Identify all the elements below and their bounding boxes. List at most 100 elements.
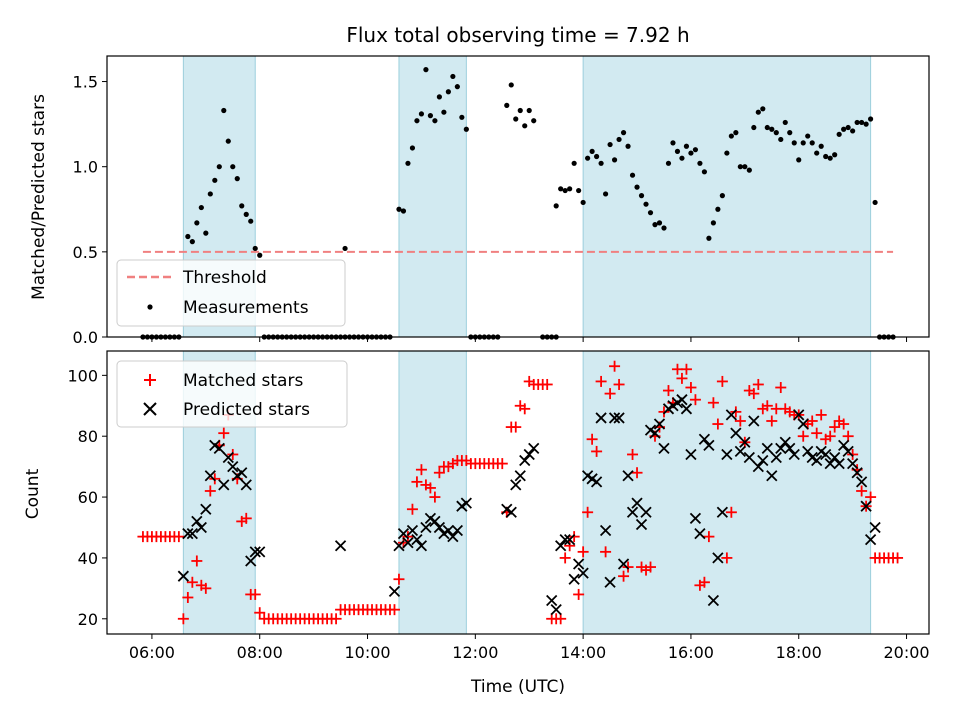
predicted-stars-legend-label: Predicted stars — [183, 400, 310, 420]
top-y-axis-label: Matched/Predicted stars — [29, 94, 49, 300]
predicted-stars-point-107-b — [833, 457, 845, 470]
predicted-stars-point-100 — [802, 445, 814, 458]
predicted-stars-point-5-b — [200, 503, 212, 515]
predicted-stars-point-85-b — [734, 445, 746, 458]
predicted-stars-point-39-b — [514, 470, 526, 482]
predicted-stars-point-60-b — [622, 470, 634, 482]
measurements-point-58 — [405, 160, 411, 166]
matched-stars-point-59 — [402, 531, 414, 543]
predicted-stars-point-22-b — [402, 537, 414, 549]
predicted-stars-point-42-b — [528, 442, 540, 455]
predicted-stars-point-53 — [590, 476, 603, 488]
predicted-stars-point-75 — [689, 512, 702, 525]
predicted-stars-point-56-b — [604, 576, 616, 588]
measurements-point-15 — [212, 177, 218, 183]
predicted-stars-point-115 — [869, 521, 881, 534]
predicted-stars-point-9 — [218, 479, 230, 491]
predicted-stars-point-107 — [833, 457, 845, 470]
predicted-stars-point-14-b — [240, 479, 252, 491]
matched-stars-point-100 — [586, 433, 598, 445]
predicted-stars-point-86 — [739, 436, 751, 448]
matched-stars-point-109 — [627, 448, 639, 460]
measurements-point-99 — [594, 153, 600, 160]
measurements-point-134 — [751, 124, 757, 131]
bottom-y-tick-label-3: 80 — [78, 427, 98, 446]
measurements-point-153 — [836, 131, 842, 137]
predicted-stars-point-11-b — [227, 460, 239, 473]
measurements-point-94 — [571, 160, 577, 166]
measurements-point-121 — [692, 147, 699, 153]
matched-stars-point-26 — [254, 607, 266, 619]
predicted-stars-point-75-b — [689, 512, 702, 525]
predicted-stars-point-84-b — [730, 427, 742, 439]
matched-stars-point-127 — [707, 397, 719, 409]
predicted-stars-point-14 — [240, 479, 252, 491]
predicted-stars-point-113 — [860, 500, 872, 512]
predicted-stars-point-79 — [707, 594, 720, 607]
chart-title: Flux total observing time = 7.92 h — [346, 23, 689, 47]
measurements-point-111 — [647, 210, 654, 216]
measurements-point-100 — [598, 160, 604, 166]
predicted-stars-point-87 — [743, 451, 755, 464]
matched-stars-point-99 — [582, 506, 594, 518]
measurements-point-91 — [558, 186, 564, 192]
matched-stars-point-8 — [173, 531, 185, 543]
predicted-stars-point-80 — [712, 552, 724, 564]
predicted-stars-point-110 — [847, 457, 859, 470]
matched-stars-point-95 — [564, 540, 576, 552]
measurements-point-131 — [737, 164, 743, 170]
predicted-stars-point-81-b — [716, 506, 729, 518]
predicted-stars-point-61 — [626, 506, 639, 518]
predicted-stars-point-54-b — [595, 412, 607, 424]
predicted-stars-point-56 — [604, 576, 616, 588]
predicted-stars-point-31-b — [442, 524, 455, 537]
measurements-point-117 — [674, 148, 681, 154]
predicted-stars-point-6-b — [204, 470, 216, 482]
measurements-point-14 — [207, 191, 213, 197]
predicted-stars-point-73-b — [680, 403, 693, 415]
predicted-stars-point-11 — [227, 460, 239, 473]
predicted-stars-point-47 — [564, 534, 576, 546]
measurements-point-110 — [643, 201, 649, 207]
measurements-point-93 — [567, 186, 573, 192]
top-y-tick-label-3: 1.5 — [73, 73, 98, 92]
matched-stars-point-20 — [227, 448, 239, 460]
predicted-stars-point-109 — [842, 445, 854, 458]
matched-stars-point-126 — [703, 531, 715, 543]
predicted-stars-point-74-b — [685, 448, 697, 461]
bottom-x-tick-label-1: 08:00 — [237, 643, 283, 662]
predicted-stars-point-83 — [725, 409, 737, 421]
predicted-stars-point-50 — [577, 567, 589, 579]
measurements-point-62 — [423, 67, 429, 73]
measurements-point-20 — [234, 176, 240, 182]
measurements-point-157 — [854, 119, 860, 126]
measurements-point-12 — [198, 204, 204, 211]
matched-stars-point-132 — [730, 406, 742, 418]
predicted-stars-point-87-b — [743, 451, 755, 464]
predicted-stars-point-33 — [451, 524, 463, 537]
matched-stars-point-23 — [240, 512, 252, 524]
predicted-stars-point-89-b — [752, 460, 764, 473]
predicted-stars-point-103-b — [815, 445, 827, 458]
measurements-point-106 — [625, 143, 631, 149]
predicted-stars-point-62-b — [631, 497, 643, 509]
predicted-stars-point-3-b — [191, 515, 203, 528]
predicted-stars-point-98 — [793, 409, 805, 421]
measurements-point-118 — [679, 155, 685, 161]
measurements-point-17 — [221, 107, 227, 114]
predicted-stars-point-90 — [757, 454, 769, 467]
predicted-stars-point-88-b — [748, 415, 760, 427]
predicted-stars-point-16-b — [249, 546, 261, 558]
predicted-stars-point-54 — [595, 412, 607, 424]
predicted-stars-point-94 — [775, 442, 787, 455]
measurements-point-142 — [787, 130, 793, 136]
measurements-point-83 — [522, 123, 528, 129]
measurements-point-158 — [859, 119, 865, 126]
measurements-point-80 — [508, 82, 514, 88]
measurements-point-79 — [504, 102, 510, 108]
predicted-stars-point-4-b — [195, 521, 207, 534]
measurements-point-95 — [576, 187, 582, 194]
matched-stars-point-14 — [200, 582, 212, 594]
predicted-stars-point-91 — [761, 442, 773, 455]
